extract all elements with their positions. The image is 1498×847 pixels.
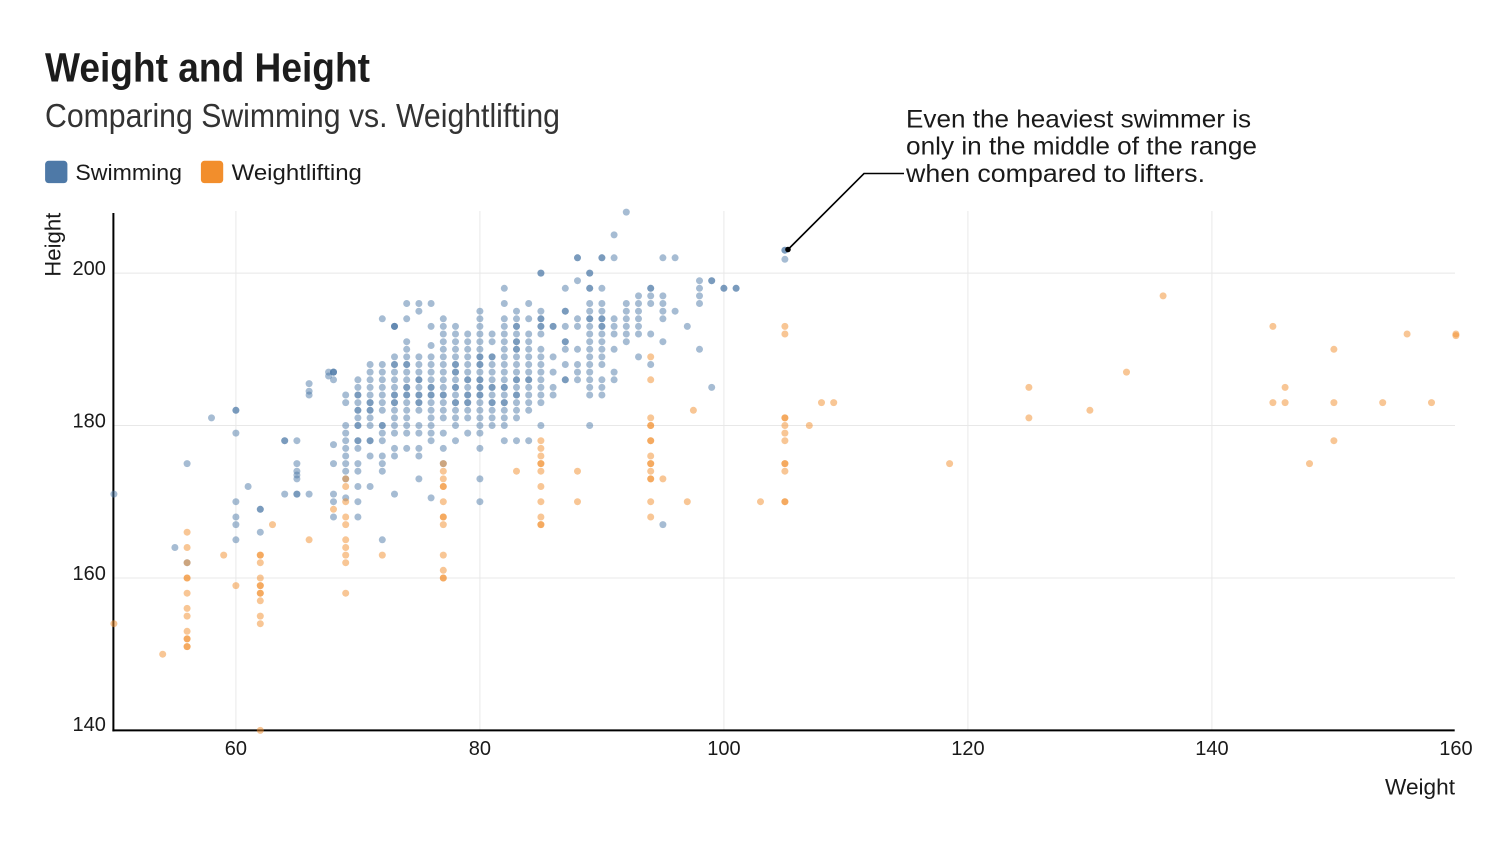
svg-text:160: 160 bbox=[73, 563, 106, 585]
svg-text:Swimming: Swimming bbox=[75, 160, 182, 185]
svg-text:Height: Height bbox=[41, 213, 66, 277]
svg-text:140: 140 bbox=[1195, 738, 1228, 760]
svg-text:200: 200 bbox=[73, 258, 106, 280]
svg-text:only in the middle of the rang: only in the middle of the range bbox=[906, 133, 1257, 161]
svg-text:Weight: Weight bbox=[1385, 775, 1455, 800]
svg-text:Weightlifting: Weightlifting bbox=[232, 160, 362, 185]
svg-text:140: 140 bbox=[73, 714, 106, 736]
svg-text:160: 160 bbox=[1439, 738, 1472, 760]
svg-text:120: 120 bbox=[951, 738, 984, 760]
svg-text:when compared to lifters.: when compared to lifters. bbox=[905, 160, 1205, 188]
svg-text:60: 60 bbox=[225, 738, 247, 760]
svg-text:100: 100 bbox=[707, 738, 740, 760]
svg-text:Even the heaviest swimmer is: Even the heaviest swimmer is bbox=[906, 105, 1251, 133]
svg-text:Weight and Height: Weight and Height bbox=[45, 45, 370, 91]
svg-text:Comparing Swimming vs. Weightl: Comparing Swimming vs. Weightlifting bbox=[45, 98, 560, 135]
svg-text:180: 180 bbox=[73, 411, 106, 433]
svg-text:80: 80 bbox=[469, 738, 491, 760]
